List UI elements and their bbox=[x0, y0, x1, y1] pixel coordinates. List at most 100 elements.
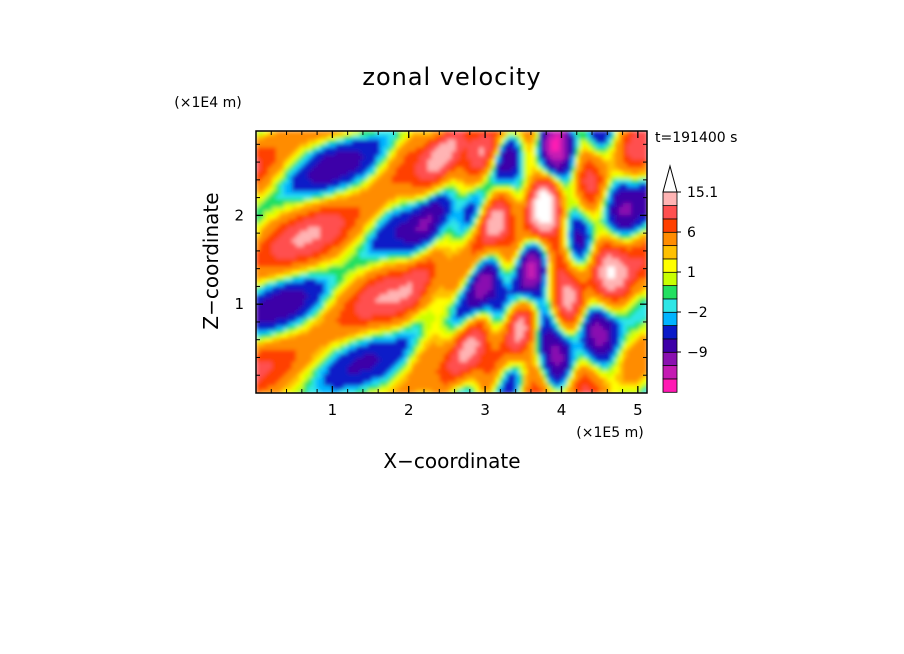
field-cell bbox=[259, 341, 265, 346]
field-cell bbox=[555, 341, 560, 346]
field-cell bbox=[379, 389, 385, 393]
field-cell bbox=[511, 238, 516, 243]
field-cell bbox=[439, 337, 445, 342]
field-cell bbox=[643, 214, 647, 219]
field-cell bbox=[419, 389, 425, 393]
field-cell bbox=[639, 385, 644, 390]
field-cell bbox=[631, 218, 636, 223]
field-cell bbox=[391, 273, 397, 279]
field-cell bbox=[331, 234, 337, 239]
field-cell bbox=[403, 365, 409, 370]
field-cell bbox=[631, 305, 636, 311]
field-cell bbox=[419, 269, 425, 275]
field-cell bbox=[347, 238, 353, 243]
field-cell bbox=[391, 285, 397, 291]
field-cell bbox=[467, 234, 473, 239]
field-cell bbox=[367, 321, 373, 327]
field-cell bbox=[511, 341, 516, 346]
field-cell bbox=[275, 389, 281, 393]
field-cell bbox=[351, 385, 357, 390]
field-cell bbox=[519, 238, 524, 243]
field-cell bbox=[439, 281, 445, 287]
field-cell bbox=[631, 353, 636, 358]
field-cell bbox=[351, 277, 357, 283]
field-cell bbox=[539, 230, 544, 235]
field-cell bbox=[575, 198, 580, 204]
field-cell bbox=[419, 202, 425, 208]
field-cell bbox=[419, 246, 425, 251]
field-cell bbox=[543, 385, 548, 390]
field-cell bbox=[591, 345, 596, 350]
field-cell bbox=[399, 238, 405, 243]
field-cell bbox=[283, 246, 289, 251]
field-cell bbox=[351, 222, 357, 227]
field-cell bbox=[287, 254, 293, 259]
field-cell bbox=[287, 234, 293, 239]
field-cell bbox=[627, 246, 632, 251]
field-cell bbox=[307, 222, 313, 227]
field-cell bbox=[415, 317, 421, 323]
field-cell bbox=[347, 349, 353, 354]
field-cell bbox=[483, 210, 489, 215]
field-cell bbox=[339, 369, 345, 374]
field-cell bbox=[571, 341, 576, 346]
field-cell bbox=[571, 269, 576, 275]
field-cell bbox=[415, 341, 421, 346]
field-cell bbox=[611, 222, 616, 227]
field-cell bbox=[443, 265, 449, 271]
field-cell bbox=[607, 289, 612, 295]
field-cell bbox=[463, 206, 469, 211]
field-cell bbox=[363, 238, 369, 243]
field-cell bbox=[259, 226, 265, 231]
field-cell bbox=[375, 218, 381, 223]
field-cell bbox=[599, 297, 604, 303]
field-cell bbox=[479, 325, 485, 331]
field-cell bbox=[635, 373, 640, 378]
field-cell bbox=[575, 214, 580, 219]
field-cell bbox=[371, 222, 377, 227]
field-cell bbox=[259, 277, 265, 283]
field-cell bbox=[335, 214, 341, 219]
field-cell bbox=[459, 246, 465, 251]
field-cell bbox=[507, 349, 512, 354]
field-cell bbox=[419, 254, 425, 259]
field-cell bbox=[519, 373, 524, 378]
field-cell bbox=[307, 369, 313, 374]
field-cell bbox=[256, 198, 261, 204]
field-cell bbox=[603, 293, 608, 299]
field-cell bbox=[415, 337, 421, 342]
field-cell bbox=[363, 230, 369, 235]
field-cell bbox=[487, 190, 492, 196]
field-cell bbox=[467, 250, 473, 255]
field-cell bbox=[427, 309, 433, 315]
field-cell bbox=[447, 246, 453, 251]
field-cell bbox=[387, 377, 393, 382]
field-cell bbox=[439, 242, 445, 247]
field-cell bbox=[279, 242, 285, 247]
field-cell bbox=[343, 385, 349, 390]
field-cell bbox=[487, 301, 492, 307]
field-cell bbox=[403, 381, 409, 386]
field-cell bbox=[395, 337, 401, 342]
field-cell bbox=[343, 214, 349, 219]
field-cell bbox=[615, 309, 620, 315]
field-cell bbox=[275, 365, 281, 370]
field-cell bbox=[627, 345, 632, 350]
field-cell bbox=[583, 234, 588, 239]
field-cell bbox=[319, 353, 325, 358]
field-cell bbox=[539, 269, 544, 275]
field-cell bbox=[283, 301, 289, 307]
field-cell bbox=[319, 389, 325, 393]
field-cell bbox=[535, 369, 540, 374]
field-cell bbox=[583, 198, 588, 204]
field-cell bbox=[319, 297, 325, 303]
field-cell bbox=[527, 190, 532, 196]
field-cell bbox=[275, 258, 281, 263]
field-cell bbox=[283, 337, 289, 342]
field-cell bbox=[256, 285, 261, 291]
field-cell bbox=[323, 194, 329, 200]
field-cell bbox=[331, 242, 337, 247]
field-cell bbox=[331, 198, 337, 204]
field-cell bbox=[375, 222, 381, 227]
